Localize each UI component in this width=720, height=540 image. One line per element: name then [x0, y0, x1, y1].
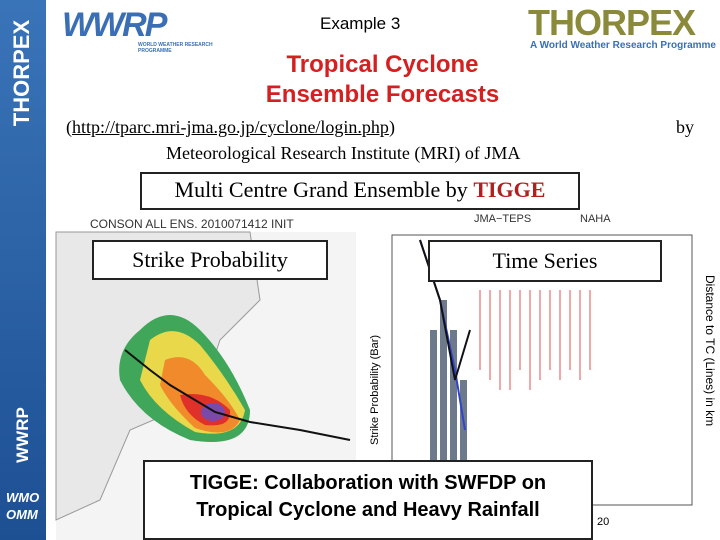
sidebar-omm: OMM: [6, 507, 38, 522]
source-by: by: [676, 117, 694, 137]
wwrp-sub: WORLD WEATHER RESEARCH PROGRAMME: [138, 42, 213, 54]
banner-text: Multi Centre Grand Ensemble by: [174, 177, 468, 202]
paren: ): [388, 117, 395, 137]
banner: Multi Centre Grand Ensemble by TIGGE: [140, 172, 580, 210]
title-line: Tropical Cyclone: [286, 51, 479, 78]
page-number: 20: [597, 516, 610, 528]
sidebar: [0, 0, 46, 540]
ts-header: JMA−TEPS: [474, 213, 531, 225]
boxplots: [479, 290, 591, 390]
ts-label: Time Series: [428, 240, 662, 282]
thorpex-logo: THORPEX: [528, 2, 696, 43]
bars: [430, 300, 467, 505]
ts-station: NAHA: [580, 213, 611, 225]
thorpex-sub: A World Weather Research Programme: [530, 40, 716, 51]
source-institute: Meteorological Research Institute (MRI) …: [166, 143, 521, 163]
ts-y-label: Strike Probability (Bar): [369, 335, 381, 445]
source-line: (http://tparc.mri-jma.go.jp/cyclone/logi…: [66, 117, 395, 138]
title-line: Ensemble Forecasts: [265, 81, 500, 108]
ts-y2-label: Distance to TC (Lines) in km: [703, 275, 717, 426]
source-url[interactable]: http://tparc.mri-jma.go.jp/cyclone/login…: [72, 117, 389, 137]
map-label: Strike Probability: [92, 240, 328, 280]
example-label: Example 3: [320, 14, 401, 33]
banner-highlight: TIGGE: [473, 177, 546, 202]
sidebar-wmo: WMO: [6, 490, 40, 505]
track: [124, 349, 351, 441]
paren: (: [66, 117, 72, 137]
footer-line: TIGGE: Collaboration with SWFDP on: [189, 472, 547, 494]
footer-box: TIGGE: Collaboration with SWFDP on Tropi…: [143, 460, 593, 540]
title: Tropical Cyclone Ensemble Forecasts: [200, 50, 565, 110]
map-header: CONSON ALL ENS. 2010071412 INIT: [90, 217, 294, 231]
footer-line: Tropical Cyclone and Heavy Rainfall: [196, 499, 540, 521]
wwrp-logo: WWRP: [62, 6, 167, 44]
